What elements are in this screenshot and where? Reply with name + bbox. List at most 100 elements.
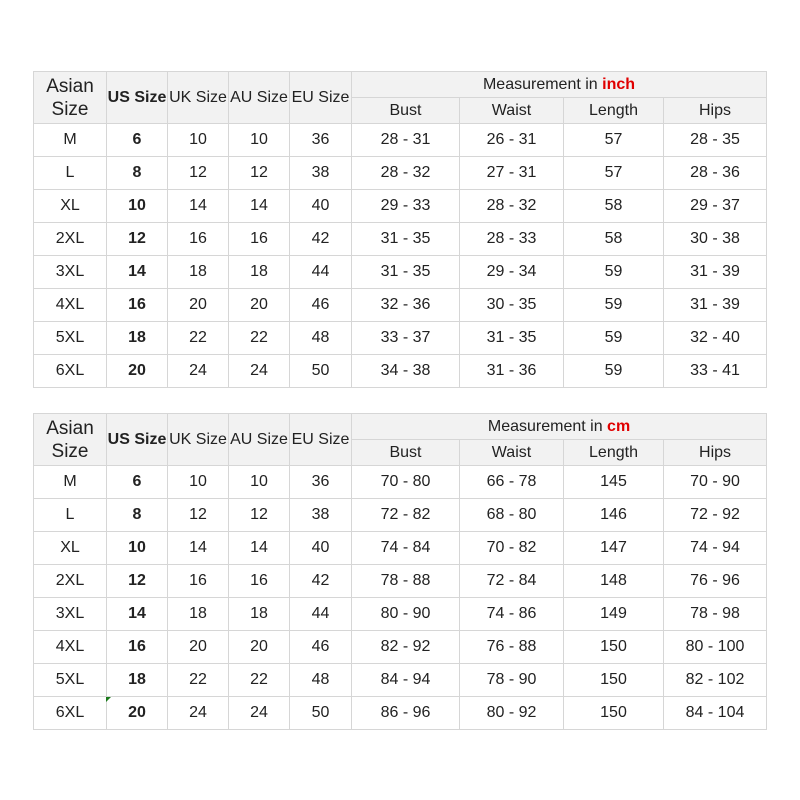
table-cell: 36 <box>289 465 352 499</box>
table-cell: 57 <box>563 156 664 190</box>
table-cell: 22 <box>228 663 290 697</box>
table-cell: 5XL <box>33 321 107 355</box>
table-cell: 46 <box>289 630 352 664</box>
table-cell: 57 <box>563 123 664 157</box>
table-cell: 78 - 88 <box>351 564 460 598</box>
table-cell: 6 <box>106 465 168 499</box>
table-cell: 16 <box>106 630 168 664</box>
table-cell: 10 <box>106 531 168 565</box>
table-row: M 6 10 10 36 70 - 80 66 - 78 145 70 - 90 <box>33 465 768 499</box>
header-asian: Asian Size <box>33 413 107 466</box>
table-cell: 14 <box>228 531 290 565</box>
table-cell: 147 <box>563 531 664 565</box>
table-cell: 150 <box>563 696 664 730</box>
table-row: 3XL 14 18 18 44 31 - 35 29 - 34 59 31 - 39 <box>33 255 767 289</box>
table-cell: 74 - 84 <box>351 531 460 565</box>
table-cell: 16 <box>228 564 290 598</box>
table-cell: 66 - 78 <box>459 465 564 499</box>
table-cell: L <box>33 498 107 532</box>
table-cell: 46 <box>289 288 352 322</box>
table-cell: 74 - 94 <box>662 531 768 565</box>
table-row: 6XL 20 24 24 50 34 - 38 31 - 36 59 33 - 41 <box>33 354 767 388</box>
table-cell: 22 <box>167 321 229 355</box>
table-cell: 68 - 80 <box>459 498 564 532</box>
header-bust: Bust <box>351 439 460 466</box>
table-cell: 10 <box>106 189 168 223</box>
table-cell: 78 - 90 <box>459 663 564 697</box>
table-cell: 72 - 92 <box>662 498 768 532</box>
table-cell: 58 <box>563 222 664 256</box>
table-cell: 18 <box>106 321 168 355</box>
table-cell: 3XL <box>33 597 107 631</box>
table-cell: 12 <box>228 498 290 532</box>
table-cell: 38 <box>289 498 352 532</box>
table-cell: 3XL <box>33 255 107 289</box>
table-cell: M <box>33 465 107 499</box>
table-row: 6XL 20 24 24 50 86 - 96 80 - 92 150 84 - 104 <box>33 696 768 730</box>
table-cell: 18 <box>167 597 229 631</box>
table-cell: 40 <box>289 189 352 223</box>
table-cell: 28 - 32 <box>459 189 564 223</box>
header-eu: EU Size <box>289 71 352 124</box>
table-cell: 28 - 31 <box>351 123 460 157</box>
table-row: M 6 10 10 36 28 - 31 26 - 31 57 28 - 35 <box>33 123 767 157</box>
table-cell: 44 <box>289 597 352 631</box>
table-cell: 59 <box>563 354 664 388</box>
header-waist: Waist <box>459 439 564 466</box>
table-cell: 31 - 39 <box>663 255 767 289</box>
table-cell: 18 <box>106 663 168 697</box>
header-waist: Waist <box>459 97 564 124</box>
table-row: 5XL 18 22 22 48 33 - 37 31 - 35 59 32 - 40 <box>33 321 767 355</box>
table-cell: 80 - 92 <box>459 696 564 730</box>
table-cell: 12 <box>106 564 168 598</box>
table-cell: 59 <box>563 288 664 322</box>
table-cell: 78 - 98 <box>662 597 768 631</box>
table-cell: 80 - 90 <box>351 597 460 631</box>
table-cell: 16 <box>228 222 290 256</box>
header-uk: UK Size <box>167 71 229 124</box>
table-cell: 20 <box>228 630 290 664</box>
size-chart-cm: Asian Size US Size UK Size AU Size EU Size M… <box>33 413 768 730</box>
table-cell: 6XL <box>33 354 107 388</box>
table-cell: 10 <box>167 465 229 499</box>
header-length: Length <box>563 97 664 124</box>
measurement-header: Measurement in cm <box>350 413 768 440</box>
table-cell: 16 <box>167 222 229 256</box>
table-cell: 12 <box>228 156 290 190</box>
table-cell: XL <box>33 531 107 565</box>
table-row: 5XL 18 22 22 48 84 - 94 78 - 90 150 82 - 102 <box>33 663 768 697</box>
table-cell: 31 - 35 <box>351 222 460 256</box>
table-cell: 20 <box>106 354 168 388</box>
table-cell: 6 <box>106 123 168 157</box>
measurement-header: Measurement in inch <box>351 71 767 98</box>
header-hips: Hips <box>662 439 768 466</box>
header-us: US Size <box>106 71 168 124</box>
table-cell: 29 - 34 <box>459 255 564 289</box>
table-cell: 42 <box>289 564 352 598</box>
table-cell: 29 - 37 <box>663 189 767 223</box>
table-cell: 4XL <box>33 630 107 664</box>
table-cell: 149 <box>563 597 664 631</box>
table-cell: 42 <box>289 222 352 256</box>
table-cell: 70 - 82 <box>459 531 564 565</box>
table-cell: 18 <box>228 597 290 631</box>
table-cell: 22 <box>228 321 290 355</box>
table-cell: 34 - 38 <box>351 354 460 388</box>
table-cell: 150 <box>563 663 664 697</box>
table-cell: 31 - 39 <box>663 288 767 322</box>
table-cell: 18 <box>228 255 290 289</box>
table-cell: 31 - 36 <box>459 354 564 388</box>
header-hips: Hips <box>663 97 767 124</box>
table-cell: 20 <box>228 288 290 322</box>
table-cell: 86 - 96 <box>351 696 460 730</box>
header-us: US Size <box>106 413 168 466</box>
header-au: AU Size <box>228 413 290 466</box>
table-cell: XL <box>33 189 107 223</box>
table-cell: 10 <box>167 123 229 157</box>
table-cell: 29 - 33 <box>351 189 460 223</box>
table-cell: 12 <box>167 156 229 190</box>
table-cell: 48 <box>289 321 352 355</box>
table-cell: 32 - 40 <box>663 321 767 355</box>
table-cell: 28 - 32 <box>351 156 460 190</box>
table-cell: 40 <box>289 531 352 565</box>
